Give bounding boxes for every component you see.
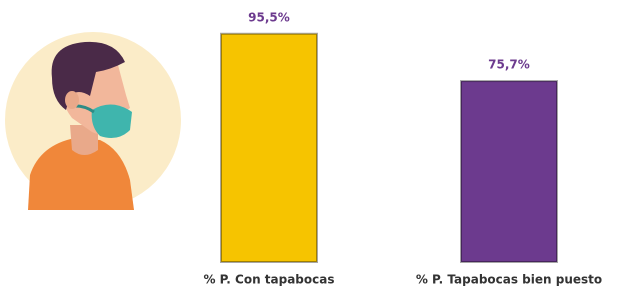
- bar: [461, 81, 557, 262]
- person-illustration: [5, 32, 181, 210]
- category-label: % P. Con tapabocas: [203, 273, 334, 287]
- category-label: % P. Tapabocas bien puesto: [416, 273, 602, 287]
- chart: 95,5% % P. Con tapabocas 75,7% % P. Tapaboc…: [0, 0, 638, 293]
- bar: [221, 34, 317, 262]
- value-label: 75,7%: [488, 58, 530, 72]
- value-label: 95,5%: [248, 10, 290, 24]
